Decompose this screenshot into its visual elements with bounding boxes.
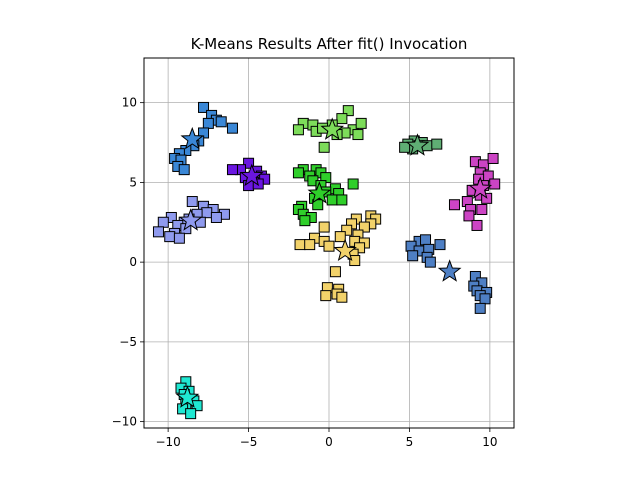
data-point: [226, 164, 238, 176]
x-tick-label: −5: [240, 435, 258, 449]
data-point: [420, 234, 432, 246]
data-point: [347, 178, 359, 190]
x-tick-label: 10: [482, 435, 497, 449]
centroid-star-marker: [239, 163, 264, 187]
data-point: [157, 216, 169, 228]
data-point: [201, 207, 213, 219]
data-point: [476, 204, 488, 216]
data-point: [358, 221, 370, 233]
data-point: [434, 239, 446, 251]
centroid-star-marker: [437, 259, 462, 282]
centroid-star-marker: [468, 176, 493, 199]
data-point: [349, 255, 361, 267]
data-point: [186, 196, 198, 208]
data-point: [243, 157, 255, 169]
y-tick-label: 0: [129, 255, 137, 269]
data-point: [210, 211, 222, 223]
data-point: [399, 141, 411, 153]
data-point: [164, 231, 176, 243]
data-point: [463, 210, 475, 222]
centroid-star-marker: [180, 126, 205, 150]
y-tick-label: −5: [119, 335, 137, 349]
data-point: [336, 194, 348, 206]
centroid-markers: [175, 117, 493, 408]
data-point: [424, 256, 436, 268]
data-point: [226, 122, 238, 134]
data-point: [323, 240, 335, 252]
data-point: [215, 116, 227, 128]
x-tick-label: 5: [406, 435, 414, 449]
centroid-star-marker: [307, 181, 332, 204]
data-point: [342, 105, 354, 117]
data-point: [294, 239, 306, 251]
centroid-star-marker: [320, 117, 345, 140]
axis-ticks: −10 −5 0 5 10 −10 −5 0 5 10: [112, 96, 498, 449]
data-point: [479, 293, 491, 305]
data-point: [178, 164, 190, 176]
x-tick-label: 0: [325, 435, 333, 449]
data-point: [185, 408, 197, 420]
data-point: [487, 152, 499, 164]
data-point: [152, 226, 164, 238]
data-point: [299, 215, 311, 227]
data-point: [336, 291, 348, 303]
data-point: [292, 167, 304, 179]
data-point: [355, 117, 367, 129]
data-point: [198, 101, 210, 113]
data-point: [471, 219, 483, 231]
data-point: [292, 124, 304, 136]
x-tick-label: −10: [155, 435, 180, 449]
chart-title: K-Means Results After fit() Invocation: [191, 35, 468, 53]
centroid-star-marker: [405, 133, 430, 156]
data-point: [341, 224, 353, 236]
data-points: [152, 101, 501, 420]
data-point: [329, 266, 341, 278]
centroid-star-marker: [178, 208, 203, 231]
data-point: [481, 192, 493, 204]
data-point: [448, 199, 460, 211]
centroid-star-marker: [333, 238, 357, 262]
y-tick-label: −10: [112, 415, 137, 429]
data-point: [318, 221, 330, 233]
data-point: [320, 290, 332, 302]
data-point: [318, 141, 330, 153]
centroid-star-marker: [175, 385, 200, 408]
data-point: [202, 117, 214, 129]
data-point: [326, 194, 338, 206]
data-point: [407, 250, 419, 262]
data-point: [489, 178, 501, 190]
data-point: [334, 231, 346, 243]
data-point: [173, 232, 185, 244]
data-point: [304, 239, 316, 251]
y-tick-label: 10: [122, 96, 137, 110]
data-point: [431, 138, 443, 150]
data-point: [474, 302, 486, 314]
data-point: [336, 113, 348, 125]
data-point: [352, 129, 364, 141]
y-tick-label: 5: [129, 175, 137, 189]
